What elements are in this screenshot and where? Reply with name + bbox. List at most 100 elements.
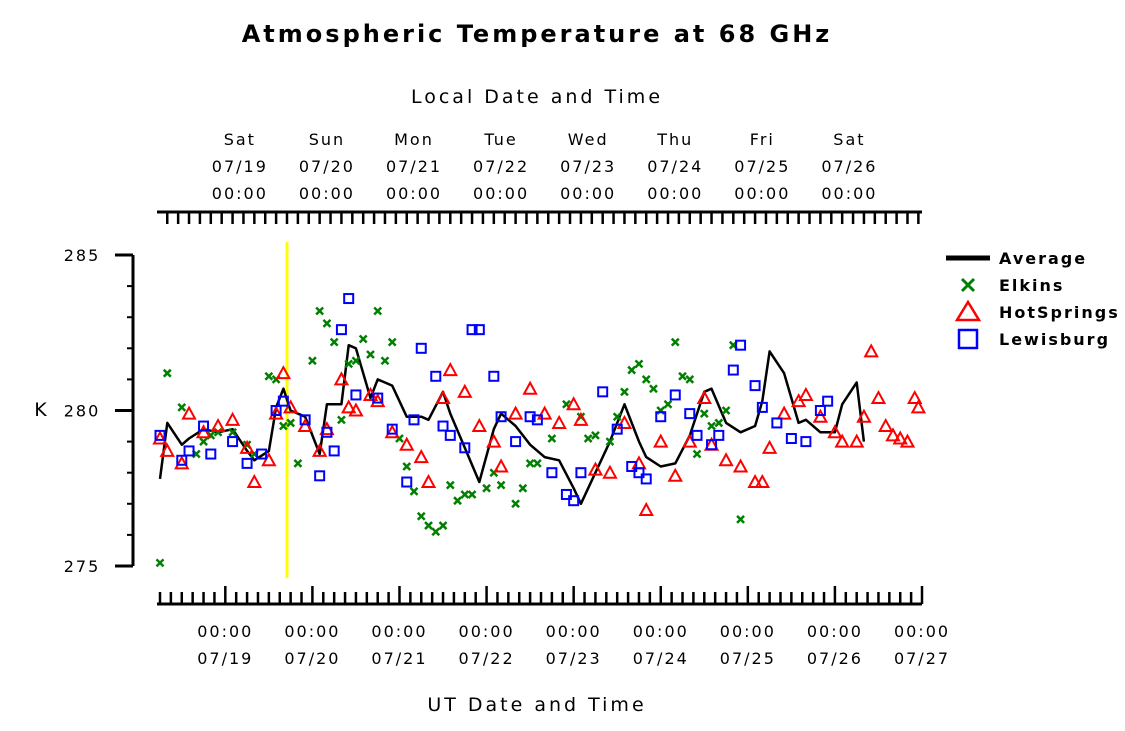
x-stroke (707, 421, 716, 431)
point-elkins (670, 337, 680, 347)
point-hotsprings (885, 427, 901, 442)
point-lewisburg (706, 439, 718, 451)
point-elkins (663, 399, 673, 409)
series-elkins (155, 306, 745, 568)
axes: 275 280 285 00:00 07/19 00:00 07/20 00:00 07/21 0… (64, 130, 950, 668)
legend-label-hotsprings: HotSprings (999, 303, 1120, 322)
bottom-tick-date: 07/26 (807, 649, 863, 668)
point-elkins (634, 359, 644, 369)
point-lewisburg (785, 432, 797, 444)
point-hotsprings (341, 399, 357, 414)
x-stroke (373, 306, 383, 316)
bottom-tick-time: 00:00 (894, 622, 950, 641)
point-hotsprings (348, 402, 364, 417)
point-elkins (424, 521, 433, 530)
point-elkins (583, 434, 593, 443)
point-hotsprings (442, 361, 458, 377)
bottom-tick-time: 00:00 (371, 622, 427, 641)
x-stroke (467, 490, 477, 499)
point-hotsprings (667, 467, 683, 482)
x-stroke (177, 403, 187, 412)
bottom-tick-time: 00:00 (720, 622, 776, 641)
x-stroke (460, 490, 470, 499)
bottom-tick-time: 00:00 (197, 622, 253, 641)
point-hotsprings (878, 417, 894, 433)
x-stroke (337, 415, 346, 425)
x-stroke (358, 334, 368, 344)
bottom-tick-date: 07/23 (546, 649, 602, 668)
y-tick-label: 275 (64, 557, 101, 576)
point-elkins (685, 375, 695, 384)
point-hotsprings (747, 473, 763, 489)
x-stroke (162, 368, 172, 378)
top-tick-time: 00:00 (386, 184, 442, 203)
point-lewisburg (205, 448, 217, 460)
point-hotsprings (653, 433, 669, 448)
point-lewisburg (227, 436, 239, 448)
point-lewisburg (488, 370, 500, 382)
point-hotsprings (754, 473, 771, 489)
top-tick-date: 07/20 (299, 157, 355, 176)
point-lewisburg (459, 442, 471, 454)
x-stroke (264, 371, 274, 381)
point-lewisburg (495, 411, 507, 423)
y-axis-title: K (34, 399, 49, 421)
point-hotsprings (246, 473, 263, 489)
top-tick-day: Thu (656, 130, 693, 149)
x-stroke (424, 521, 433, 530)
point-lewisburg (270, 405, 282, 416)
legend: Average Elkins HotSprings Lewisburg (946, 249, 1120, 350)
point-lewisburg (386, 423, 398, 435)
legend-label-lewisburg: Lewisburg (999, 330, 1110, 349)
x-stroke (612, 412, 622, 422)
point-lewisburg (611, 423, 623, 435)
top-axis-title: Local Date and Time (411, 86, 663, 108)
point-elkins (532, 458, 542, 468)
legend-label-average: Average (999, 249, 1087, 268)
x-stroke (583, 434, 593, 443)
top-tick-date: 07/26 (821, 157, 877, 176)
top-tick-date: 07/22 (473, 157, 529, 176)
point-lewisburg (546, 467, 558, 479)
top-tick-date: 07/23 (560, 157, 616, 176)
point-elkins (511, 499, 520, 509)
point-lewisburg (633, 467, 645, 479)
top-tick-time: 00:00 (821, 184, 877, 203)
point-elkins (612, 412, 622, 422)
top-tick-date: 07/25 (734, 157, 790, 176)
point-lewisburg (154, 429, 166, 441)
point-elkins (351, 356, 361, 366)
point-elkins (525, 458, 535, 468)
point-elkins (315, 306, 325, 316)
point-hotsprings (239, 439, 255, 454)
x-stroke (627, 365, 637, 375)
top-tick-time: 00:00 (212, 184, 268, 203)
point-hotsprings (457, 383, 473, 398)
point-lewisburg (684, 408, 696, 420)
point-elkins (409, 486, 419, 496)
x-stroke (714, 418, 724, 428)
point-elkins (641, 375, 651, 384)
x-stroke (329, 337, 339, 347)
point-lewisburg (444, 429, 456, 441)
x-stroke (387, 337, 397, 347)
legend-label-elkins: Elkins (999, 276, 1064, 295)
point-hotsprings (471, 417, 487, 433)
point-lewisburg (597, 386, 609, 398)
point-lewisburg (568, 495, 580, 507)
point-hotsprings (507, 405, 524, 420)
point-hotsprings (333, 371, 350, 386)
point-hotsprings (910, 399, 927, 414)
x-stroke (547, 434, 557, 443)
point-hotsprings (261, 452, 277, 467)
point-elkins (416, 511, 426, 521)
x-stroke (380, 356, 390, 366)
x-stroke (692, 449, 702, 459)
top-tick-day: Tue (483, 130, 517, 149)
x-stroke (605, 437, 615, 446)
bottom-tick-date: 07/27 (894, 649, 950, 668)
x-stroke (278, 421, 288, 431)
bottom-tick-date: 07/19 (197, 649, 253, 668)
point-hotsprings (275, 365, 292, 380)
point-elkins (431, 527, 441, 537)
